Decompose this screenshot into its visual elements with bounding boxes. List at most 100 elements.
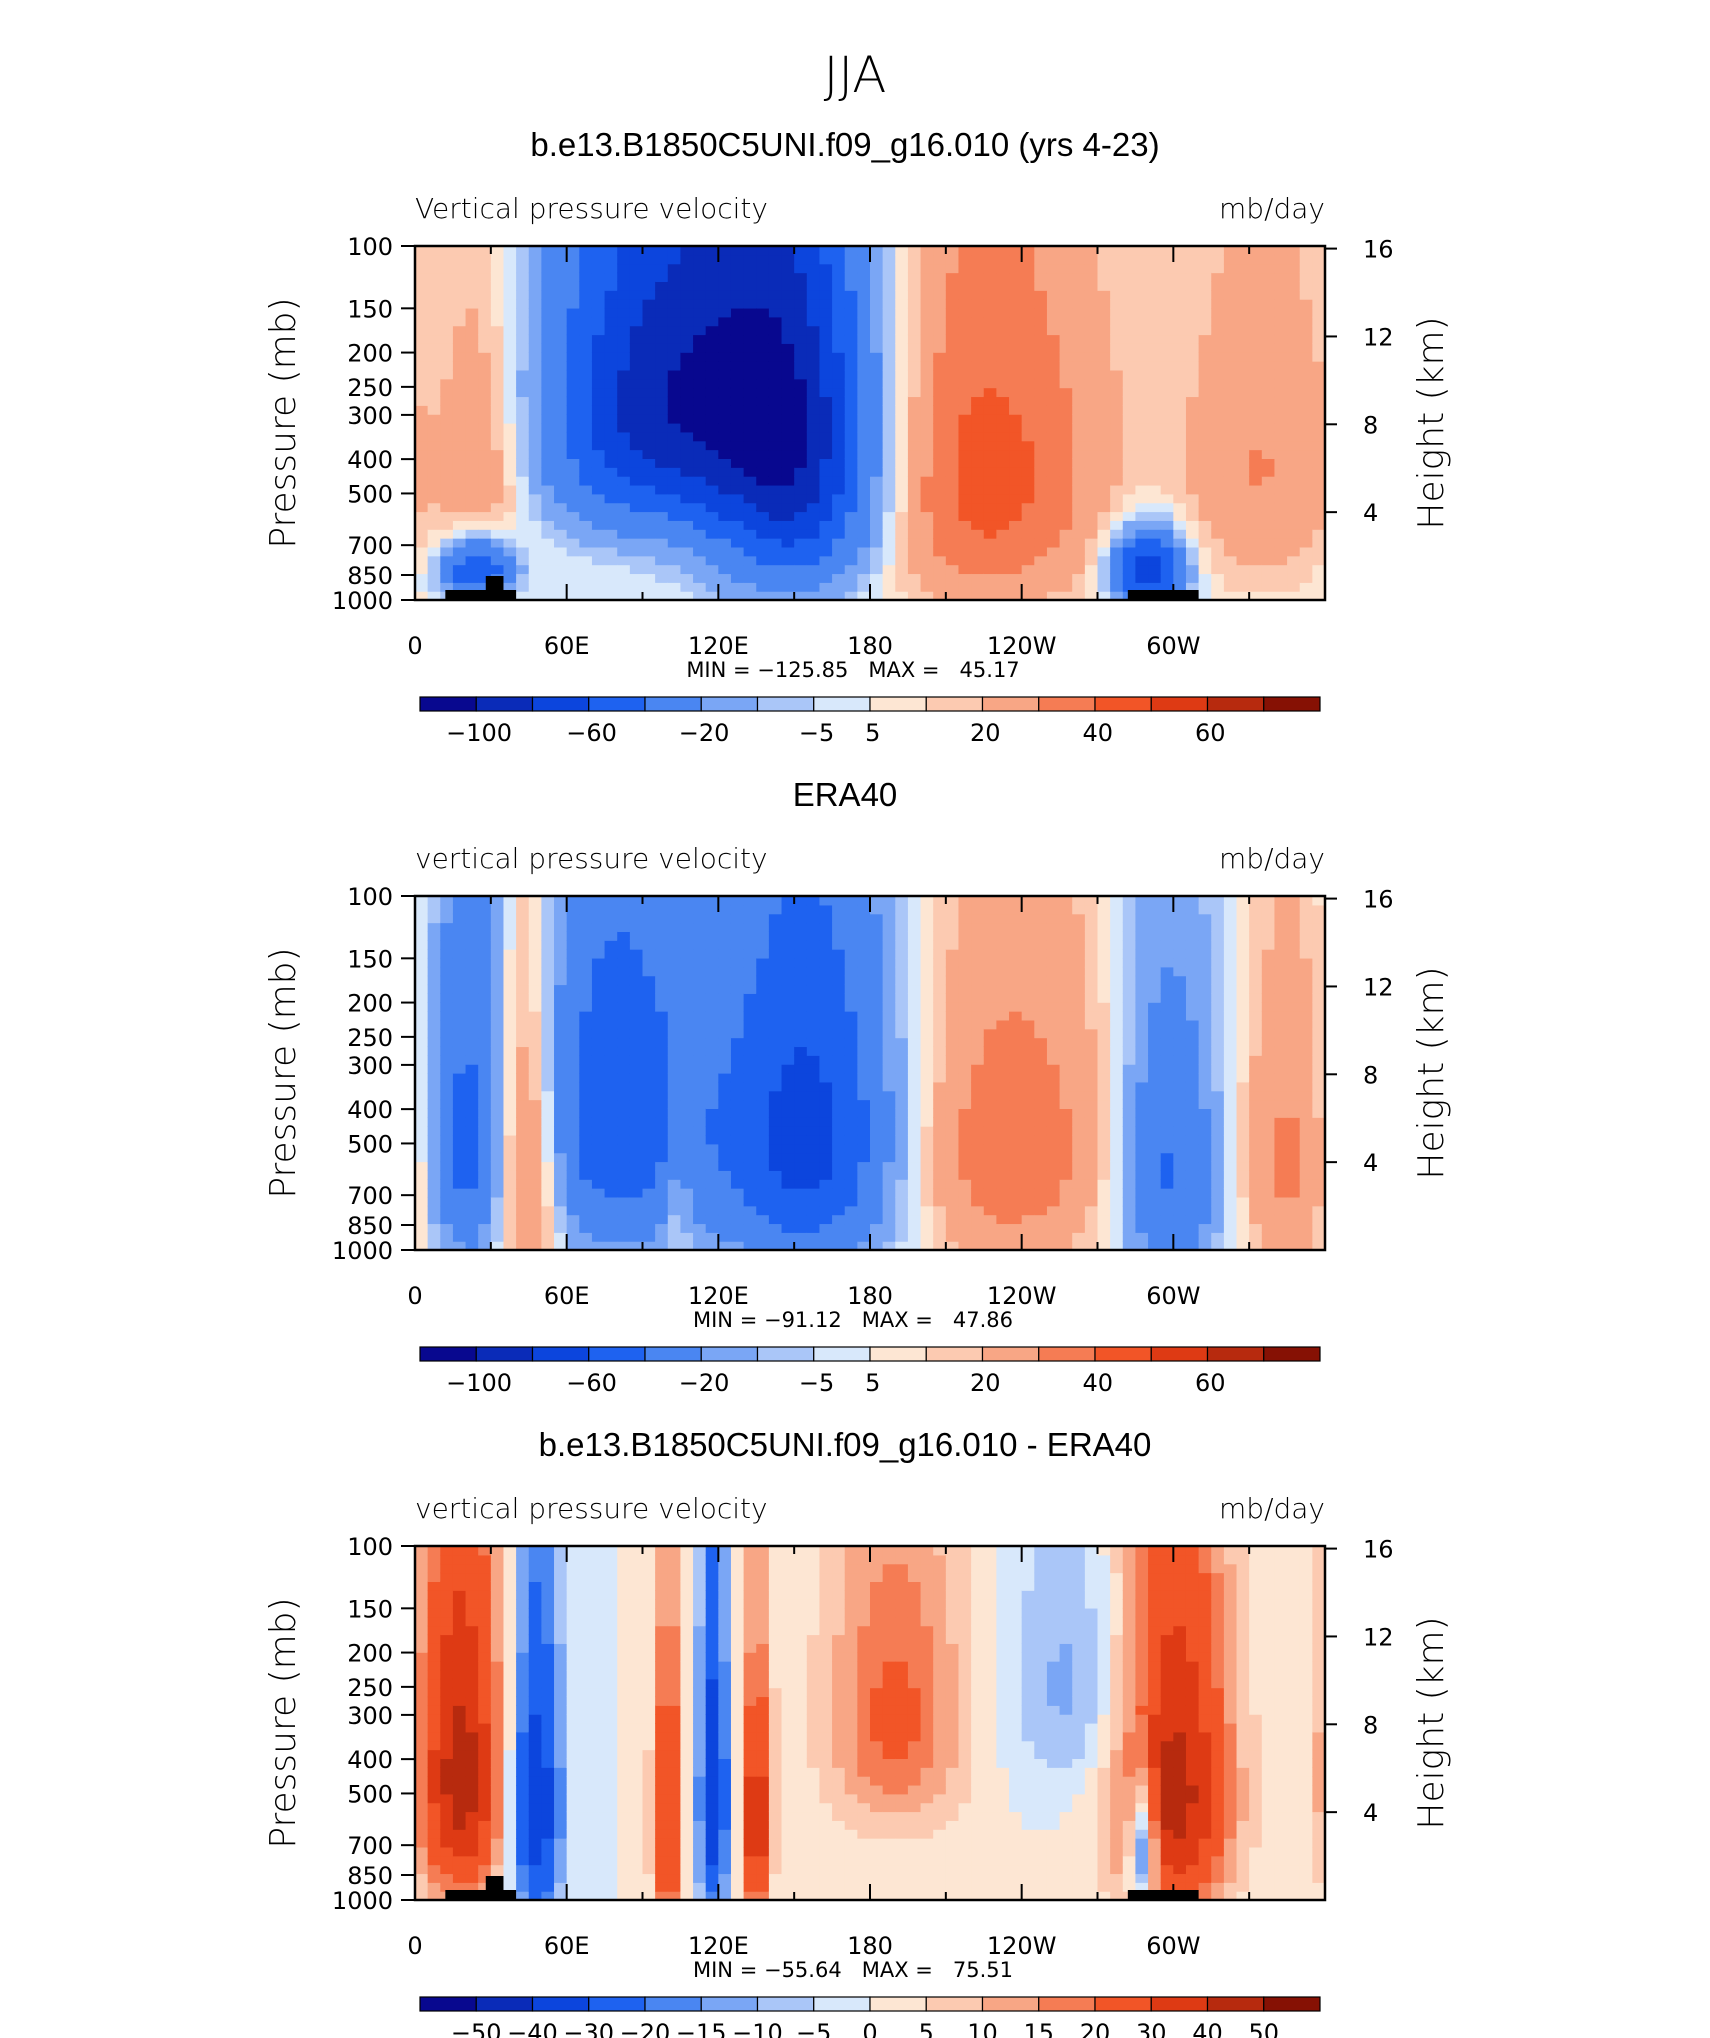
heatmap-cell	[832, 1143, 846, 1154]
heatmap-cell	[503, 511, 517, 521]
heatmap-cell	[655, 369, 669, 380]
heatmap-cell	[933, 993, 947, 1003]
heatmap-cell	[440, 414, 454, 424]
heatmap-cell	[1160, 369, 1174, 380]
heatmap-cell	[554, 1064, 568, 1074]
heatmap-cell	[693, 361, 707, 371]
heatmap-cell	[958, 449, 972, 459]
heatmap-cell	[629, 290, 644, 300]
heatmap-cell	[983, 573, 997, 583]
heatmap-cell	[478, 1205, 492, 1216]
heatmap-cell	[440, 520, 454, 530]
heatmap-cell	[478, 1081, 492, 1092]
heatmap-cell	[1312, 254, 1326, 265]
heatmap-cell	[1046, 449, 1061, 459]
heatmap-cell	[478, 467, 492, 477]
heatmap-cell	[427, 573, 441, 583]
heatmap-cell	[680, 281, 694, 291]
heatmap-cell	[591, 1073, 606, 1083]
heatmap-cell	[756, 582, 770, 592]
heatmap-cell	[667, 502, 682, 513]
heatmap-cell	[1097, 449, 1111, 459]
heatmap-cell	[629, 458, 644, 468]
heatmap-cell	[1299, 564, 1313, 575]
heatmap-cell	[768, 1073, 783, 1083]
heatmap-cell	[427, 993, 441, 1003]
heatmap-cell	[629, 1223, 644, 1233]
heatmap-cell	[1160, 520, 1174, 530]
heatmap-cell	[983, 361, 997, 371]
heatmap-cell	[1185, 555, 1200, 566]
heatmap-cell	[642, 1055, 656, 1065]
heatmap-cell	[971, 1046, 985, 1056]
heatmap-cell	[718, 922, 732, 932]
heatmap-cell	[667, 1028, 682, 1039]
heatmap-cell	[541, 369, 555, 380]
heatmap-cell	[819, 387, 833, 398]
heatmap-cell	[945, 1214, 960, 1225]
heatmap-cell	[718, 246, 732, 256]
heatmap-cell	[1084, 467, 1099, 477]
heatmap-cell	[617, 484, 631, 495]
heatmap-cell	[1072, 343, 1086, 353]
heatmap-cell	[591, 1002, 606, 1012]
heatmap-cell	[1274, 272, 1288, 282]
heatmap-cell	[743, 984, 757, 994]
heatmap-cell	[705, 369, 719, 380]
heatmap-cell	[478, 1002, 492, 1012]
heatmap-cell	[781, 316, 795, 327]
heatmap-cell	[604, 896, 618, 906]
heatmap-cell	[1084, 361, 1099, 371]
heatmap-cell	[1261, 484, 1276, 495]
heatmap-cell	[1021, 940, 1035, 950]
heatmap-cell	[819, 290, 833, 300]
heatmap-cell	[819, 975, 833, 986]
heatmap-cell	[528, 511, 542, 521]
heatmap-cell	[1072, 387, 1086, 398]
heatmap-cell	[503, 387, 517, 398]
heatmap-cell	[440, 1152, 454, 1163]
heatmap-cell	[832, 546, 846, 557]
heatmap-cell	[554, 1152, 568, 1163]
heatmap-cell	[528, 931, 542, 941]
heatmap-cell	[1148, 564, 1162, 575]
heatmap-cell	[655, 1134, 669, 1145]
heatmap-cell	[566, 1223, 580, 1233]
heatmap-cell	[794, 1099, 808, 1109]
colorbar-swatch	[981, 696, 1040, 712]
heatmap-cell	[870, 352, 884, 362]
heatmap-cell	[996, 1002, 1010, 1012]
heatmap-cell	[743, 1055, 757, 1065]
heatmap-cell	[945, 352, 960, 362]
heatmap-cell	[781, 1090, 795, 1101]
heatmap-cell	[427, 431, 441, 442]
heatmap-cell	[541, 493, 555, 504]
heatmap-cell	[983, 1002, 997, 1012]
heatmap-cell	[579, 1170, 593, 1180]
heatmap-cell	[427, 1205, 441, 1216]
heatmap-cell	[819, 325, 833, 336]
heatmap-cell	[907, 975, 922, 986]
heatmap-cell	[882, 940, 896, 950]
heatmap-cell	[503, 1205, 517, 1216]
heatmap-cell	[541, 325, 555, 336]
heatmap-cell	[945, 1081, 960, 1092]
heatmap-cell	[1211, 272, 1225, 282]
heatmap-cell	[958, 1134, 972, 1145]
heatmap-cell	[895, 1241, 909, 1251]
heatmap-cell	[844, 299, 858, 309]
heatmap-cell	[718, 493, 732, 504]
heatmap-cell	[743, 316, 757, 327]
heatmap-cell	[794, 555, 808, 566]
heatmap-cell	[490, 896, 505, 906]
heatmap-cell	[490, 1117, 505, 1127]
heatmap-cell	[756, 1214, 770, 1225]
heatmap-cell	[579, 1099, 593, 1109]
heatmap-cell	[971, 1099, 985, 1109]
heatmap-cell	[907, 431, 922, 442]
heatmap-cell	[844, 405, 858, 415]
heatmap-cell	[756, 913, 770, 924]
heatmap-cell	[617, 940, 631, 950]
heatmap-cell	[705, 922, 719, 932]
heatmap-cell	[895, 1117, 909, 1127]
